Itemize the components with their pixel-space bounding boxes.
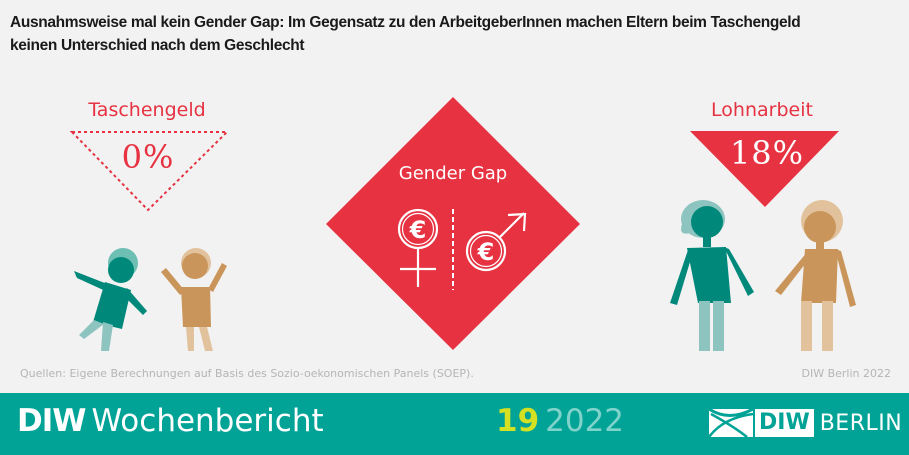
svg-text:€: € bbox=[477, 238, 495, 266]
female-euro-icon: € bbox=[397, 208, 439, 287]
taschengeld-dashed-triangle bbox=[69, 131, 230, 212]
gender-gap-diamond bbox=[326, 97, 580, 350]
lohnarbeit-value: 18% bbox=[729, 134, 805, 172]
copyright-note: DIW Berlin 2022 bbox=[801, 367, 892, 380]
diw-berlin-logo: DIW BERLIN bbox=[709, 407, 902, 439]
footer-band: DIW Wochenbericht 19 2022 DIW BERLIN bbox=[0, 393, 909, 455]
issue-info: 19 2022 bbox=[496, 403, 624, 439]
logo-berlin-text: BERLIN bbox=[819, 410, 903, 436]
male-euro-icon: € bbox=[465, 212, 527, 272]
headline-line-1: Ausnahmsweise mal kein Gender Gap: Im Ge… bbox=[10, 14, 801, 31]
headline: Ausnahmsweise mal kein Gender Gap: Im Ge… bbox=[10, 11, 900, 57]
gender-gap-label: Gender Gap bbox=[398, 163, 508, 184]
child-girl-icon bbox=[161, 248, 227, 351]
issue-number: 19 bbox=[496, 403, 540, 439]
source-note: Quellen: Eigene Berechnungen auf Basis d… bbox=[20, 367, 474, 380]
adult-man-icon bbox=[775, 200, 856, 351]
issue-year: 2022 bbox=[545, 403, 625, 439]
taschengeld-label: Taschengeld bbox=[88, 99, 206, 121]
brand-wochenbericht: Wochenbericht bbox=[91, 403, 324, 439]
diw-logo-mark-icon bbox=[709, 408, 753, 438]
headline-line-2: keinen Unterschied nach dem Geschlecht bbox=[10, 37, 305, 54]
child-boy-icon bbox=[73, 248, 147, 351]
taschengeld-value: 0% bbox=[121, 138, 175, 176]
svg-text:€: € bbox=[409, 216, 427, 244]
lohnarbeit-label: Lohnarbeit bbox=[711, 99, 813, 121]
publication-brand: DIW Wochenbericht bbox=[17, 403, 324, 439]
logo-diw-box: DIW bbox=[755, 409, 814, 437]
lohnarbeit-triangle bbox=[690, 131, 839, 207]
adult-woman-icon bbox=[670, 200, 754, 351]
brand-diw: DIW bbox=[17, 403, 86, 439]
